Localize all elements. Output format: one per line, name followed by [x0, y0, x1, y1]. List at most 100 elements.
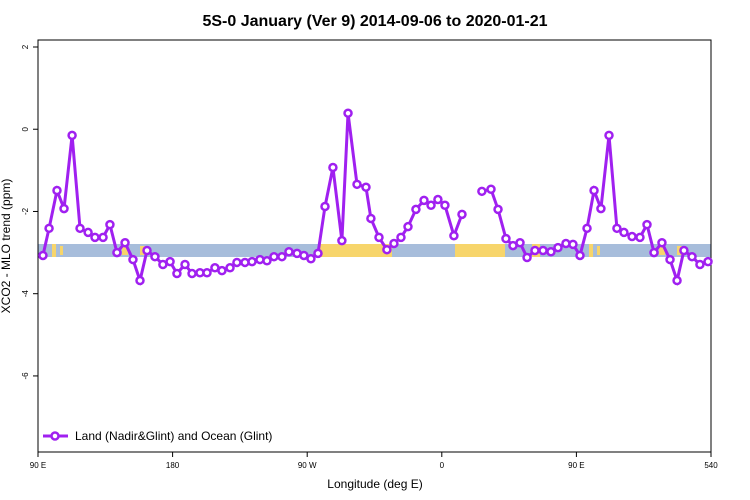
- data-point: [180, 259, 190, 270]
- data-point: [687, 251, 697, 262]
- plot-frame: [37, 39, 712, 453]
- data-point: [328, 162, 338, 173]
- land-band: [318, 244, 392, 257]
- data-point: [382, 244, 392, 255]
- data-point: [635, 232, 645, 243]
- legend-label: Land (Nadir&Glint) and Ocean (Glint): [75, 429, 272, 443]
- data-point: [306, 253, 316, 264]
- y-tick-label: 0: [21, 126, 30, 131]
- data-point: [83, 227, 93, 238]
- x-tick-label: 180: [166, 461, 180, 470]
- data-point: [604, 130, 614, 141]
- data-point: [449, 230, 459, 241]
- data-point: [440, 200, 450, 211]
- legend-marker: [50, 431, 60, 441]
- data-point: [284, 247, 294, 257]
- data-point: [477, 186, 487, 197]
- data-point: [202, 267, 212, 278]
- data-point: [128, 254, 138, 265]
- data-point: [44, 223, 54, 234]
- x-tick-label: 90 E: [30, 461, 46, 470]
- data-point: [374, 232, 384, 243]
- y-axis-label: XCO2 - MLO trend (ppm): [0, 179, 13, 314]
- data-point: [649, 247, 659, 258]
- chart-title: 5S-0 January (Ver 9) 2014-09-06 to 2020-…: [202, 13, 547, 30]
- x-tick-label: 90 E: [568, 461, 584, 470]
- data-point: [612, 223, 622, 234]
- data-point: [679, 245, 689, 256]
- land-band: [659, 245, 665, 255]
- data-point: [538, 245, 548, 256]
- data-point: [619, 227, 629, 238]
- data-point: [596, 203, 606, 214]
- data-point: [38, 250, 48, 261]
- data-point: [247, 256, 257, 267]
- data-point: [426, 200, 436, 211]
- data-point: [75, 223, 85, 234]
- x-tick-label: 0: [440, 461, 445, 470]
- data-point: [582, 223, 592, 234]
- data-point: [277, 251, 287, 262]
- data-point: [232, 257, 242, 268]
- data-point: [52, 185, 62, 196]
- data-point: [493, 204, 503, 215]
- data-point: [67, 130, 77, 141]
- data-point: [337, 235, 347, 246]
- data-point: [568, 239, 578, 250]
- data-point: [187, 268, 197, 279]
- data-point: [553, 242, 563, 253]
- y-tick-label: -2: [21, 207, 30, 215]
- y-tick-label: -4: [21, 290, 30, 298]
- land-band: [52, 244, 56, 257]
- data-point: [313, 248, 323, 259]
- data-point: [703, 256, 713, 267]
- data-point: [665, 254, 675, 265]
- data-point: [501, 233, 511, 244]
- data-point: [120, 237, 130, 248]
- x-tick-label: 540: [704, 461, 718, 470]
- data-point: [530, 245, 540, 256]
- data-point: [343, 108, 353, 118]
- data-point: [457, 209, 467, 220]
- data-point: [98, 232, 108, 243]
- data-point: [627, 231, 637, 242]
- x-axis-label: Longitude (deg E): [327, 477, 422, 491]
- data-point: [575, 250, 585, 261]
- data-point: [269, 251, 279, 262]
- data-point: [361, 182, 371, 192]
- land-band: [589, 244, 593, 257]
- data-point: [642, 219, 652, 230]
- land-band: [597, 246, 600, 255]
- x-tick-label: 90 W: [298, 461, 317, 470]
- data-point: [262, 256, 272, 266]
- data-point: [112, 247, 122, 258]
- data-point: [433, 194, 443, 205]
- data-point: [172, 268, 182, 279]
- data-point: [165, 256, 175, 267]
- data-point: [419, 195, 429, 206]
- data-point: [486, 184, 496, 195]
- data-point: [299, 250, 309, 261]
- data-point: [515, 237, 525, 248]
- data-point: [695, 259, 705, 270]
- data-point: [352, 179, 362, 190]
- data-point: [142, 245, 152, 256]
- data-point: [403, 221, 413, 232]
- data-point: [546, 247, 556, 257]
- data-point: [59, 203, 69, 214]
- data-point: [105, 219, 115, 230]
- land-band: [122, 245, 128, 255]
- land-band: [60, 246, 63, 255]
- data-point: [366, 213, 376, 224]
- data-point: [411, 204, 421, 215]
- data-point: [150, 251, 160, 262]
- y-tick-label: -6: [21, 372, 30, 380]
- data-point: [657, 237, 667, 248]
- data-point: [90, 232, 100, 243]
- data-point: [672, 275, 682, 286]
- data-point: [522, 252, 532, 263]
- data-point: [225, 263, 235, 273]
- land-band: [455, 244, 505, 257]
- surface-band: [38, 244, 711, 257]
